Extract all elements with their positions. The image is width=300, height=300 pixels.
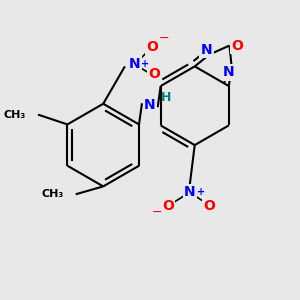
Text: O: O [146,40,158,54]
Text: H: H [160,91,171,104]
Text: CH₃: CH₃ [4,110,26,120]
Text: O: O [148,67,160,81]
Text: N: N [223,65,235,79]
Text: O: O [231,38,243,52]
Text: −: − [159,32,169,45]
Text: +: + [196,187,205,197]
Text: N: N [201,43,212,57]
Text: −: − [152,206,163,218]
Text: N: N [144,98,156,112]
Text: +: + [142,59,150,69]
Text: N: N [129,57,140,71]
Text: N: N [184,185,196,199]
Text: CH₃: CH₃ [42,189,64,199]
Text: O: O [203,199,215,213]
Text: O: O [162,199,174,213]
